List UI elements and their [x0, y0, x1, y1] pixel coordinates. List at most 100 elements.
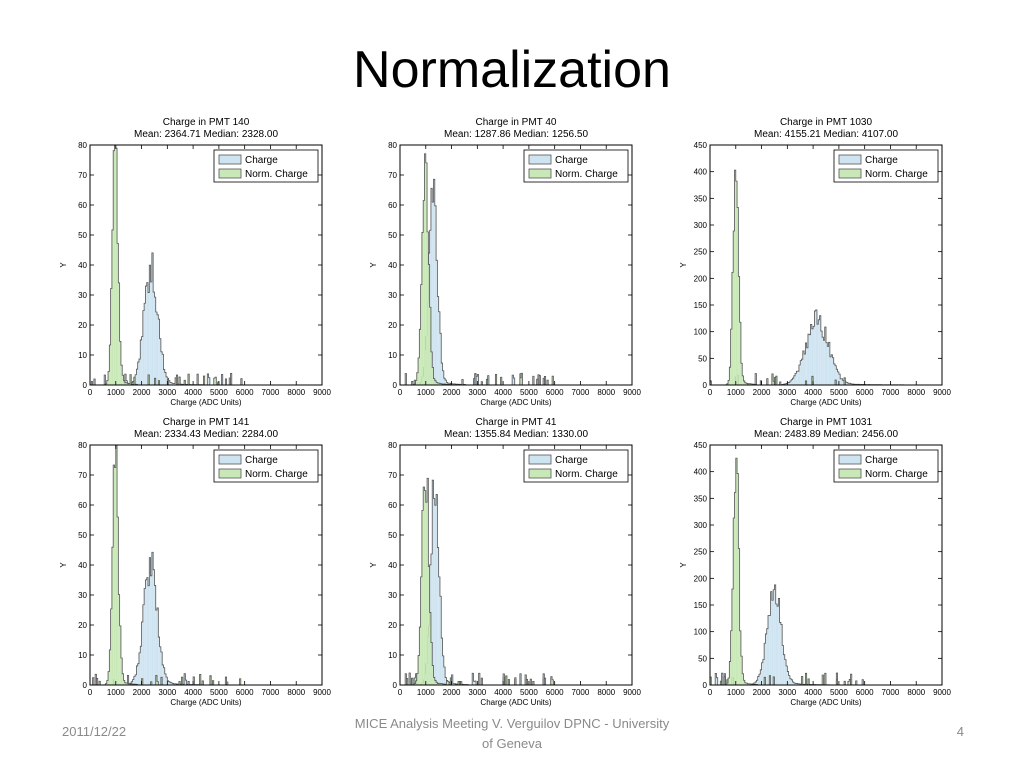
histogram-outline — [90, 551, 322, 686]
histogram-bar — [420, 284, 422, 385]
y-tick-label: 60 — [78, 201, 87, 210]
histogram-bar — [119, 625, 121, 685]
histogram-bar — [445, 380, 447, 385]
histogram-bar — [452, 383, 455, 385]
histogram-bar — [737, 473, 739, 685]
histogram-bar — [225, 677, 227, 685]
histogram-bar — [798, 365, 801, 385]
histogram-bar — [148, 374, 150, 385]
histogram-bar — [110, 608, 112, 685]
plot-frame — [709, 444, 943, 686]
x-tick-label: 0 — [708, 688, 713, 697]
histogram-bar — [405, 673, 407, 685]
histogram-bar — [740, 363, 743, 385]
histogram-bar — [423, 200, 425, 385]
legend-swatch — [528, 468, 552, 479]
legend: Charge Norm. Charge — [213, 149, 319, 183]
histogram-outline — [90, 252, 322, 386]
histogram-bar — [756, 680, 758, 685]
histogram-bar — [473, 681, 475, 685]
histogram-bar — [822, 674, 824, 685]
legend-swatch — [218, 154, 242, 165]
histogram-bar — [454, 683, 456, 685]
histogram-bar — [824, 327, 826, 385]
footer-date: 2011/12/22 — [62, 724, 127, 739]
x-tick-label: 3000 — [468, 388, 486, 397]
y-tick-label: 50 — [388, 231, 397, 240]
x-tick-label: 0 — [398, 388, 403, 397]
histogram-bar — [439, 333, 442, 385]
x-tick-label: 7000 — [572, 688, 590, 697]
histogram-bar — [760, 669, 762, 685]
histogram-bar — [142, 604, 145, 685]
histogram-bar — [91, 381, 93, 385]
histogram-bar — [720, 681, 722, 685]
histogram-bar — [822, 337, 824, 385]
histogram-bar — [177, 383, 179, 385]
histogram-bar — [122, 673, 124, 685]
histogram-bar — [814, 310, 816, 385]
histogram-bar — [733, 231, 735, 385]
series-charge — [90, 252, 322, 386]
histogram-bar — [418, 655, 420, 685]
x-tick-label: 5000 — [520, 688, 538, 697]
histogram-bar — [163, 369, 165, 385]
y-tick-label: 80 — [388, 141, 397, 150]
histogram-bar — [128, 683, 130, 685]
histogram-bar — [845, 382, 847, 385]
histogram-bar — [450, 677, 452, 685]
histogram-bar — [758, 674, 761, 685]
histogram-bar — [95, 674, 97, 685]
histogram-bar — [784, 659, 787, 685]
histogram-bar — [738, 548, 740, 685]
x-tick-label: 2000 — [753, 688, 771, 697]
histogram-bar — [797, 371, 799, 385]
histogram-bar — [805, 380, 807, 385]
histogram-bar — [833, 363, 836, 385]
histogram-bar — [806, 347, 808, 385]
histogram-bar — [105, 683, 107, 685]
histogram-panel-pmt-41: Charge in PMT 41 Mean: 1355.84 Median: 13… — [360, 413, 660, 713]
histogram-bar — [432, 665, 434, 685]
histogram-bar — [500, 377, 502, 385]
x-tick-label: 8000 — [597, 388, 615, 397]
histogram-bar — [436, 682, 438, 685]
histogram-bar — [429, 307, 431, 385]
histogram-bar — [476, 376, 478, 385]
histogram-bar — [131, 683, 133, 685]
histogram-bar — [119, 341, 121, 385]
histogram-bar — [539, 375, 541, 385]
x-tick-label: 8000 — [907, 688, 925, 697]
histogram-bar — [438, 311, 440, 385]
legend-swatch — [838, 454, 862, 465]
histogram-bars — [709, 169, 942, 386]
histogram-bar — [445, 677, 447, 685]
histogram-bar — [187, 374, 190, 385]
y-tick-label: 50 — [388, 531, 397, 540]
histogram-bar — [414, 683, 416, 685]
histogram-bar — [221, 374, 223, 385]
y-tick-label: 70 — [388, 171, 397, 180]
x-tick-label: 6000 — [236, 388, 254, 397]
legend: Charge Norm. Charge — [833, 149, 939, 183]
histogram-bar — [744, 382, 747, 385]
histogram-bar — [185, 680, 187, 685]
histogram-bar — [836, 679, 838, 685]
y-tick-label: 50 — [78, 231, 87, 240]
histogram-bar — [747, 383, 749, 385]
y-tick-label: 20 — [78, 321, 87, 330]
histogram-bar — [796, 683, 798, 685]
histogram-bar — [157, 314, 159, 385]
histogram-bar — [454, 383, 456, 385]
histogram-bar — [773, 381, 775, 385]
histogram-bar — [795, 373, 797, 385]
histogram-bar — [829, 356, 832, 385]
histogram-bar — [519, 673, 522, 685]
histogram-bar — [819, 315, 821, 385]
histogram-bar — [761, 662, 763, 685]
histogram-bar — [140, 646, 142, 685]
histogram-bar — [847, 681, 850, 685]
histogram-bar — [432, 480, 434, 685]
histogram-bar — [838, 374, 841, 385]
histogram-bar — [835, 365, 837, 385]
